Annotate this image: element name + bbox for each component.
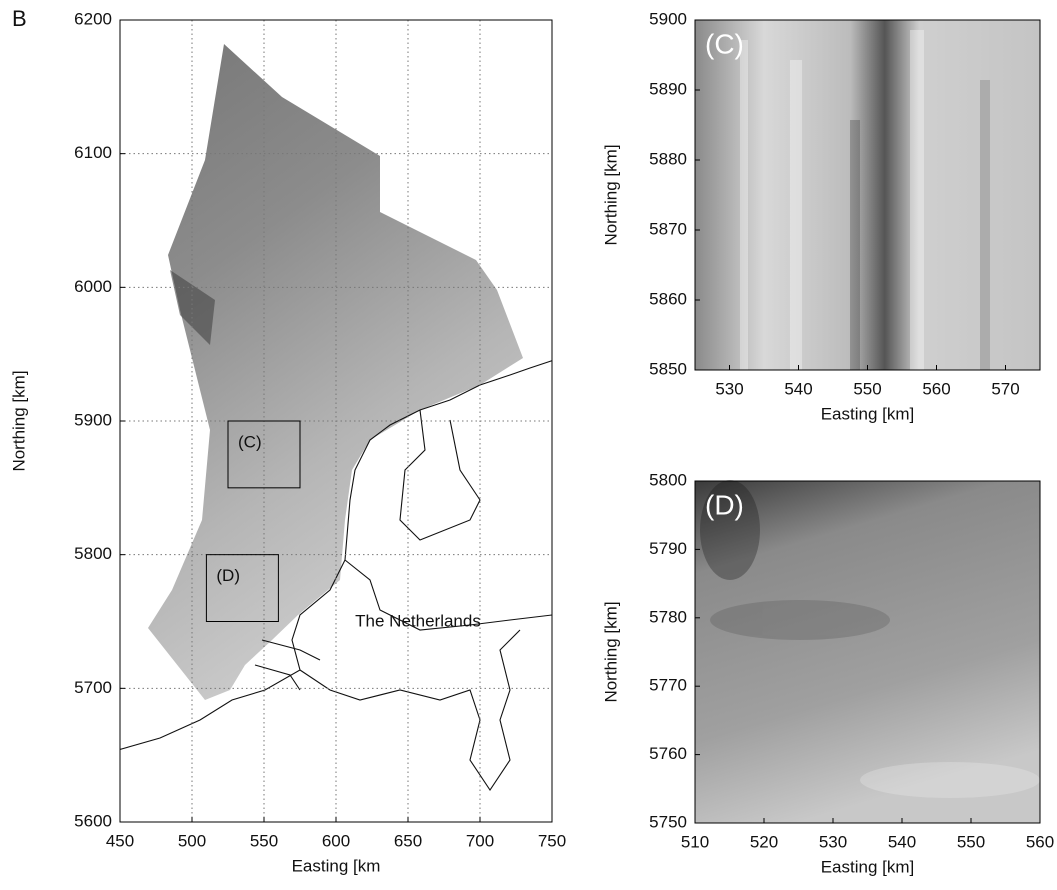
y-tick-label: 6100: [74, 143, 112, 162]
x-tick-label: 520: [750, 832, 778, 851]
y-tick-label: 5870: [649, 219, 687, 238]
panel-label: (D): [705, 489, 744, 520]
x-tick-label: 500: [178, 831, 206, 850]
x-tick-label: 560: [922, 379, 950, 398]
y-tick-label: 5800: [74, 544, 112, 563]
x-tick-label: 570: [991, 379, 1019, 398]
y-tick-label: 6200: [74, 9, 112, 28]
x-tick-label: 450: [106, 831, 134, 850]
y-axis-label: Northing [km]: [9, 370, 28, 471]
x-axis-label: Easting [km: [292, 856, 381, 875]
map: [118, 44, 560, 790]
page: {"chart_data": [ {"type": "image", "pane…: [0, 0, 1057, 890]
x-tick-label: 540: [888, 832, 916, 851]
y-tick-label: 5800: [649, 470, 687, 489]
y-tick-label: 5880: [649, 149, 687, 168]
x-tick-label: 650: [394, 831, 422, 850]
x-tick-label: 510: [681, 832, 709, 851]
y-tick-label: 5780: [649, 607, 687, 626]
x-tick-label: 550: [853, 379, 881, 398]
x-tick-label: 550: [250, 831, 278, 850]
annotation: The Netherlands: [355, 611, 481, 630]
figure: 450 500 550 600 650 700 750 5600 5700 5800 5900 600…: [0, 0, 1057, 890]
y-tick-label: 5890: [649, 79, 687, 98]
x-tick-label: 560: [1026, 832, 1054, 851]
y-tick-label: 5900: [649, 9, 687, 28]
x-tick-label: 530: [715, 379, 743, 398]
inset-box-label: (D): [216, 566, 240, 585]
panel-label: (C): [705, 28, 744, 59]
y-tick-label: 5860: [649, 289, 687, 308]
y-tick-label: 5900: [74, 410, 112, 429]
x-tick-label: 550: [957, 832, 985, 851]
panel-label: B: [12, 6, 27, 31]
y-tick-label: 6000: [74, 277, 112, 296]
y-tick-label: 5750: [649, 812, 687, 831]
x-axis-label: Easting [km]: [821, 404, 915, 423]
y-tick-label: 5770: [649, 676, 687, 695]
x-tick-label: 530: [819, 832, 847, 851]
y-tick-label: 5600: [74, 811, 112, 830]
inset-box-label: (C): [238, 432, 262, 451]
x-tick-label: 750: [538, 831, 566, 850]
y-axis-label: Northing [km]: [601, 601, 620, 702]
y-tick-label: 5790: [649, 539, 687, 558]
x-tick-label: 600: [322, 831, 350, 850]
y-axis-label: Northing [km]: [601, 144, 620, 245]
x-axis-label: Easting [km]: [821, 857, 915, 876]
x-tick-label: 700: [466, 831, 494, 850]
y-tick-label: 5850: [649, 359, 687, 378]
y-tick-label: 5700: [74, 678, 112, 697]
y-tick-label: 5760: [649, 744, 687, 763]
x-tick-label: 540: [784, 379, 812, 398]
